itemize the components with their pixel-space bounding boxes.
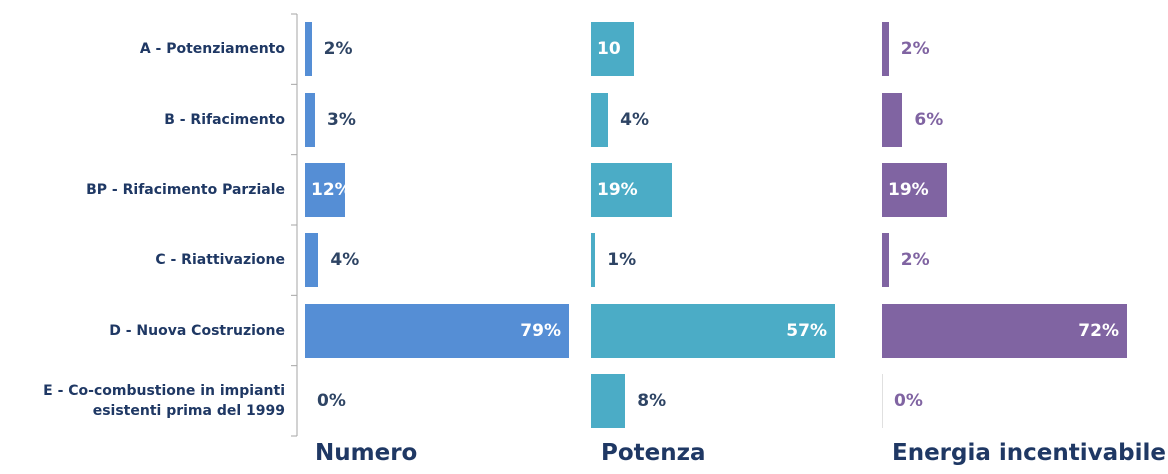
- data-label: 4%: [620, 109, 649, 130]
- bar: [882, 303, 1127, 358]
- bar: [882, 22, 889, 77]
- category-label: C - Riattivazione: [155, 252, 285, 269]
- data-label: 8%: [637, 390, 667, 411]
- data-label: 1%: [607, 250, 637, 271]
- bar: [305, 92, 316, 147]
- category-label: B - Rifacimento: [164, 111, 285, 128]
- bar: [305, 303, 569, 358]
- bar: [305, 162, 346, 217]
- bar: [591, 303, 835, 358]
- bar: [882, 233, 889, 288]
- panel-title: Numero: [315, 440, 418, 466]
- data-label: 4%: [330, 250, 360, 271]
- data-label: 72%: [1078, 320, 1119, 341]
- data-label: 0%: [317, 390, 346, 411]
- data-label: 19%: [597, 179, 638, 200]
- bar: [882, 373, 883, 428]
- panel-title: Energia incentivabile: [892, 440, 1166, 466]
- axis-ticks: [291, 13, 297, 437]
- bar: [305, 22, 312, 77]
- bar: [882, 162, 947, 217]
- panel-title: Potenza: [601, 440, 706, 466]
- data-label: 19%: [888, 179, 929, 200]
- data-label: 6%: [914, 109, 944, 130]
- category-label: A - Potenziamento: [139, 41, 285, 58]
- bar: [305, 233, 319, 288]
- data-label: 12%: [311, 179, 352, 200]
- bar: [591, 233, 596, 288]
- category-label: BP - Rifacimento Parziale: [86, 181, 285, 198]
- bar: [591, 373, 626, 428]
- data-label: 2%: [900, 250, 930, 271]
- bar: [591, 92, 609, 147]
- data-label: 57%: [786, 320, 827, 341]
- data-label: 0%: [894, 390, 923, 411]
- data-label: 3%: [327, 109, 356, 130]
- data-label: 2%: [900, 39, 930, 60]
- bar: [591, 22, 634, 77]
- data-label: 79%: [520, 320, 561, 341]
- category-label: D - Nuova Costruzione: [109, 322, 285, 339]
- category-label: E - Co-combustione in impianti esistenti…: [43, 382, 285, 419]
- bar: [591, 162, 673, 217]
- bar: [882, 92, 903, 147]
- data-label: 10: [597, 39, 621, 60]
- data-label: 2%: [323, 39, 353, 60]
